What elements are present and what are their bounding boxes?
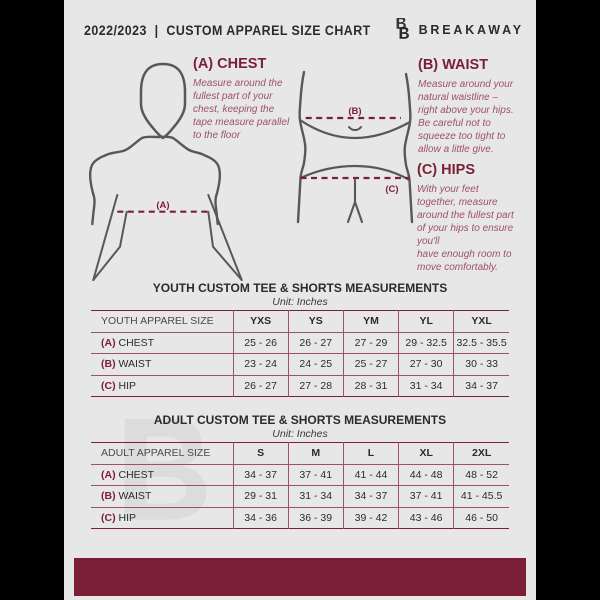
svg-text:(C): (C) (385, 184, 398, 195)
svg-text:(B): (B) (348, 106, 361, 117)
svg-text:(A): (A) (156, 200, 169, 211)
